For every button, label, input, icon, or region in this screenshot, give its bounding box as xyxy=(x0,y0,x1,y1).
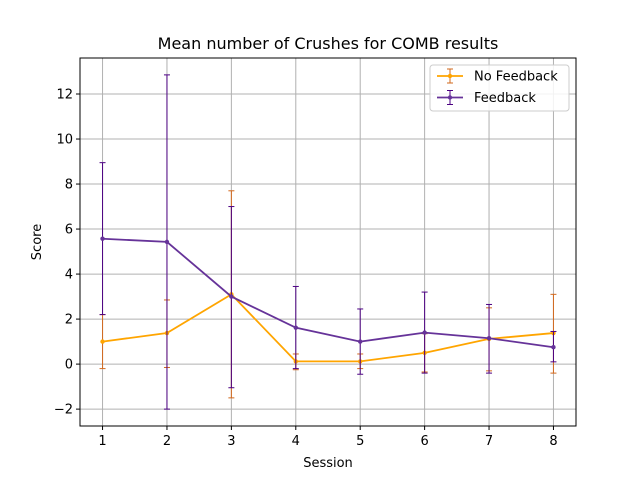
y-tick-label: 4 xyxy=(65,268,73,283)
x-tick-label: 6 xyxy=(420,434,428,449)
legend-entry-feedback: Feedback xyxy=(437,90,536,106)
x-tick-label: 2 xyxy=(163,434,171,449)
legend: No Feedback Feedback xyxy=(429,64,570,112)
y-axis-label: Score xyxy=(30,224,45,260)
legend-label: No Feedback xyxy=(474,70,558,85)
data-point xyxy=(293,325,298,330)
y-tick-label: 0 xyxy=(65,358,73,373)
series-line xyxy=(102,293,554,363)
chart-title: Mean number of Crushes for COMB results xyxy=(158,34,499,53)
series-feedback xyxy=(99,74,557,410)
grid xyxy=(80,58,576,426)
legend-marker xyxy=(447,73,453,79)
legend-marker xyxy=(447,95,453,100)
x-axis: 1 2 3 4 5 6 7 8 xyxy=(98,426,558,449)
x-tick-label: 8 xyxy=(549,434,557,449)
data-point xyxy=(358,339,363,344)
legend-label: Feedback xyxy=(474,91,536,106)
data-point xyxy=(164,239,170,245)
data-point xyxy=(100,236,105,241)
legend-entry-no-feedback: No Feedback xyxy=(437,68,558,85)
x-tick-label: 5 xyxy=(356,434,364,449)
y-tick-label: 10 xyxy=(56,133,73,148)
x-tick-label: 1 xyxy=(98,434,106,449)
plot-frame xyxy=(79,57,577,427)
x-tick-label: 3 xyxy=(227,434,235,449)
x-axis-label: Session xyxy=(303,456,353,471)
series-no-feedback xyxy=(99,190,557,399)
x-tick-label: 7 xyxy=(485,434,493,449)
x-tick-label: 4 xyxy=(292,434,300,449)
y-tick-label: −2 xyxy=(54,403,73,418)
y-tick-label: 12 xyxy=(56,88,73,103)
y-axis: −2 0 2 4 6 8 10 12 xyxy=(54,88,80,418)
data-point xyxy=(229,294,234,299)
data-point xyxy=(100,339,105,344)
data-point xyxy=(551,345,556,350)
data-point xyxy=(422,330,427,335)
y-tick-label: 8 xyxy=(65,178,73,193)
y-tick-label: 2 xyxy=(65,313,73,328)
data-point xyxy=(486,336,492,341)
y-tick-label: 6 xyxy=(65,223,73,238)
legend-box xyxy=(429,64,570,112)
plot-area xyxy=(99,74,557,410)
series-line xyxy=(102,237,554,349)
